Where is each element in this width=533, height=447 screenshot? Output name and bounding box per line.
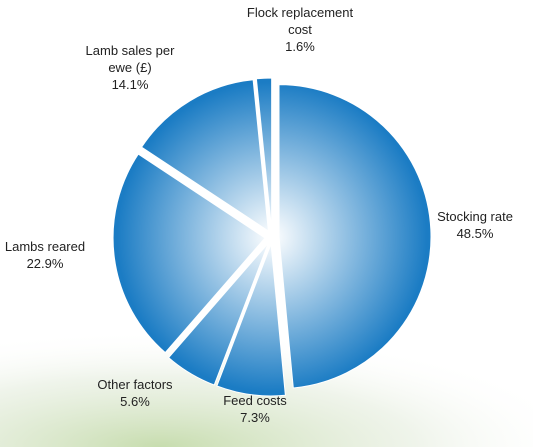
pie-slice bbox=[255, 77, 273, 231]
value-label: 7.3% bbox=[240, 410, 270, 425]
category-name: Lambs reared bbox=[4, 239, 86, 254]
value-label: 14.1% bbox=[111, 77, 149, 92]
category-name: Feed costs bbox=[223, 393, 287, 408]
pie-slice bbox=[112, 153, 266, 354]
slice-label: Lamb sales per ewe (£) 14.1% bbox=[85, 42, 175, 93]
slice-label: Feed costs 7.3% bbox=[205, 392, 305, 426]
slice-label: Flock replacement cost 1.6% bbox=[235, 4, 365, 55]
value-label: 48.5% bbox=[456, 226, 494, 241]
pie-slice bbox=[216, 243, 286, 397]
value-label: 5.6% bbox=[120, 394, 150, 409]
value-label: 1.6% bbox=[285, 39, 315, 54]
pie-slice bbox=[140, 79, 269, 233]
pie-slice bbox=[167, 242, 269, 386]
pie-slice bbox=[278, 84, 432, 389]
category-name: Flock replacement cost bbox=[246, 5, 354, 37]
slice-label: Lambs reared 22.9% bbox=[0, 238, 90, 272]
slice-label: Stocking rate 48.5% bbox=[420, 208, 530, 242]
category-name: Stocking rate bbox=[437, 209, 513, 224]
category-name: Lamb sales per ewe (£) bbox=[85, 43, 175, 75]
category-name: Other factors bbox=[97, 377, 173, 392]
slice-label: Other factors 5.6% bbox=[85, 376, 185, 410]
value-label: 22.9% bbox=[26, 256, 64, 271]
